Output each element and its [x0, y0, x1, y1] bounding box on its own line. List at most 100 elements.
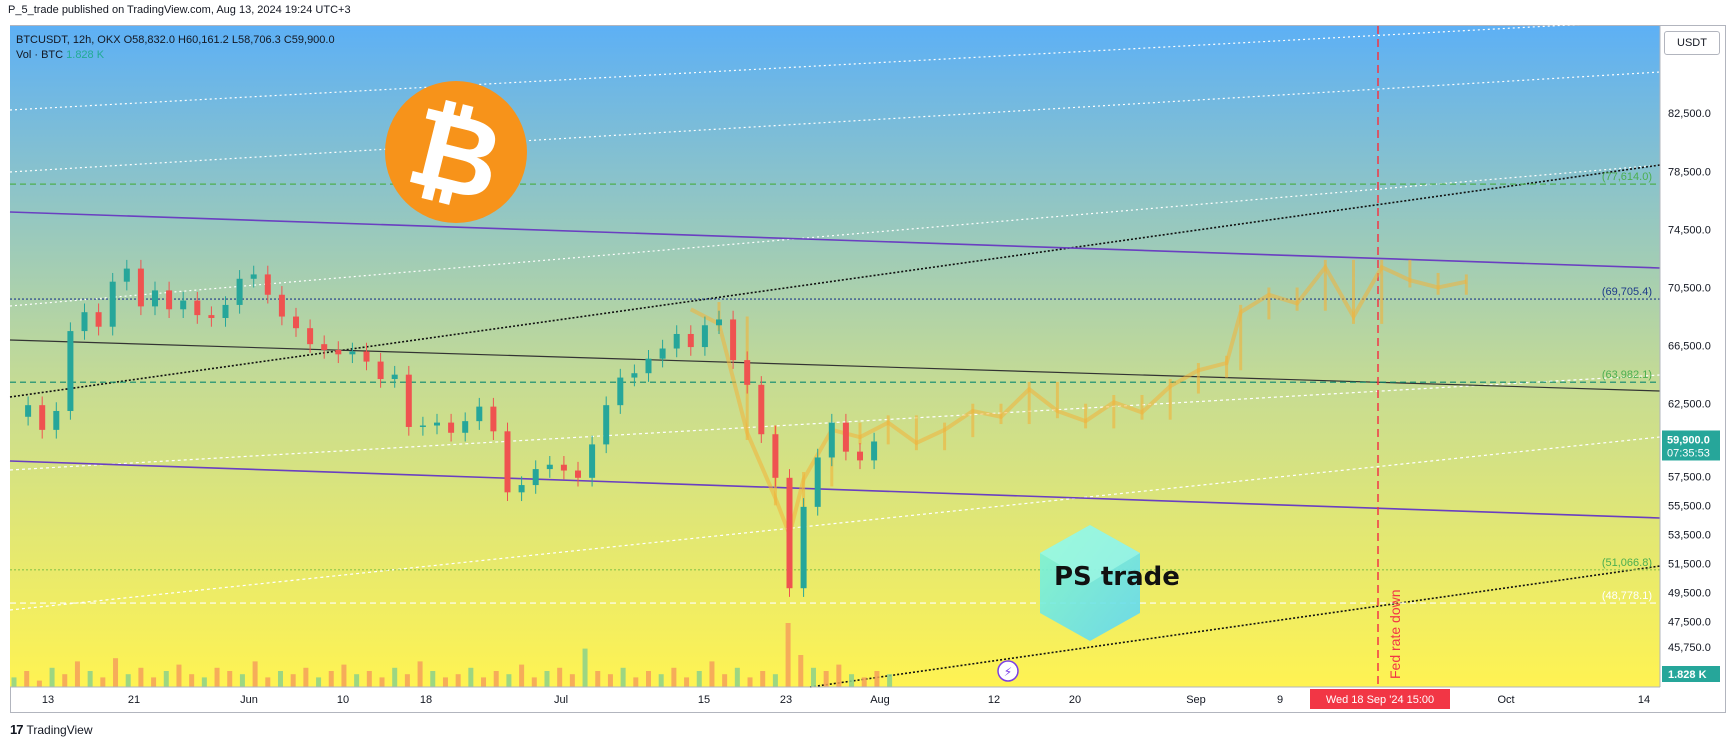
volume-bar [100, 677, 106, 687]
channel-line-2 [9, 71, 1661, 173]
volume-bar [328, 671, 334, 687]
volume-bar [544, 671, 550, 687]
x-tick-label: 15 [698, 694, 710, 706]
candle-body [448, 422, 455, 433]
candle-body [772, 434, 779, 478]
lightning-icon [997, 660, 1019, 682]
event-text: Fed rate down [1387, 590, 1403, 680]
x-tick-label: 21 [128, 694, 140, 706]
volume-bar [887, 674, 893, 687]
volume-bar [125, 674, 131, 687]
y-tick-label: 62,500.0 [1668, 399, 1711, 411]
volume-bar [506, 674, 512, 687]
black-trend-lower [809, 565, 1661, 688]
volume-bar [163, 671, 169, 687]
x-tick-label: Oct [1497, 694, 1514, 706]
candle-body [842, 422, 849, 452]
y-tick-label: 70,500.0 [1668, 282, 1711, 294]
y-tick-label: 49,500.0 [1668, 588, 1711, 600]
volume-bar [722, 674, 728, 687]
event-date-tag [1310, 689, 1450, 709]
volume-bar [671, 667, 677, 687]
volume-bar [303, 667, 309, 687]
volume-bar [810, 667, 816, 687]
volume-bar [138, 667, 144, 687]
volume-bar [595, 671, 601, 687]
candle-body [222, 304, 229, 319]
candle-body [434, 422, 440, 426]
candle-body [95, 312, 102, 327]
footer-brand: TradingView [26, 722, 93, 737]
candle-body [744, 360, 751, 385]
candle-body [39, 405, 46, 430]
x-tick-label: 14 [1638, 694, 1650, 706]
event-date-label: Wed 18 Sep '24 15:00 [1326, 694, 1434, 706]
candle-body [377, 361, 384, 380]
candle-body [250, 274, 257, 279]
volume-bar [481, 677, 487, 687]
y-tick-label: 82,500.0 [1668, 108, 1711, 120]
purple-channel-top [9, 211, 1661, 269]
volume-bar [849, 674, 855, 687]
volume-bar [836, 664, 842, 687]
currency-button[interactable]: USDT [1664, 31, 1720, 55]
volume-bar [684, 677, 690, 687]
candle-body [307, 328, 314, 345]
candle-body [123, 268, 130, 282]
x-tick-label: 12 [988, 694, 1000, 706]
chart-legend: BTCUSDT, 12h, OKX O58,832.0 H60,161.2 L5… [16, 33, 335, 63]
volume-tag [1662, 666, 1720, 682]
level-label: (48,778.1) [1602, 590, 1652, 602]
candle-body [109, 281, 116, 327]
candle-body [546, 464, 553, 470]
volume-bar [151, 677, 157, 687]
channel-line-5 [9, 436, 1661, 611]
level-label: (69,705.4) [1602, 286, 1652, 298]
level-label: (63,982.1) [1602, 369, 1652, 381]
candle-body [673, 333, 680, 349]
candle-body [53, 410, 60, 430]
volume-bar [734, 667, 740, 687]
volume-tag-label: 1.828 K [1668, 669, 1707, 681]
candle-body [617, 377, 624, 406]
level-label: (77,614.0) [1602, 171, 1652, 183]
candle-body [631, 373, 638, 378]
black-trend-upper [9, 164, 1661, 398]
volume-bar [252, 661, 258, 687]
volume-legend-label: Vol · BTC [16, 49, 64, 61]
x-tick-label: 23 [780, 694, 792, 706]
lightning-glyph: ⚡ [1004, 665, 1012, 679]
candle-body [236, 278, 243, 305]
bitcoin-logo-icon: ₿ [385, 81, 527, 227]
candle-body [349, 351, 356, 355]
candle-body [25, 405, 32, 417]
candle-body [645, 358, 652, 374]
candle-body [828, 422, 835, 458]
volume-bar [798, 655, 804, 687]
volume-bar [709, 661, 715, 687]
last-price-tag [1662, 430, 1720, 461]
candle-body [603, 405, 610, 445]
volume-bar [747, 677, 753, 687]
y-tick-label: 47,500.0 [1668, 617, 1711, 629]
volume-bar [861, 677, 867, 687]
volume-bar [36, 680, 42, 687]
x-tick-label: Jun [240, 694, 258, 706]
volume-bar [531, 677, 537, 687]
volume-legend-value: 1.828 K [66, 49, 105, 61]
footer: 17 TradingView [10, 722, 93, 737]
volume-bar [11, 677, 17, 687]
x-tick-label: 13 [42, 694, 54, 706]
volume-bar [62, 674, 68, 687]
volume-bar [696, 671, 702, 687]
volume-bar [214, 667, 220, 687]
x-tick-label: Jul [554, 694, 568, 706]
volume-bar [582, 648, 588, 687]
candle-body [504, 431, 511, 493]
volume-bar [316, 677, 322, 687]
volume-bar [49, 667, 55, 687]
volume-bar [404, 674, 410, 687]
y-tick-label: 45,750.0 [1668, 642, 1711, 654]
volume-bar [366, 671, 372, 687]
